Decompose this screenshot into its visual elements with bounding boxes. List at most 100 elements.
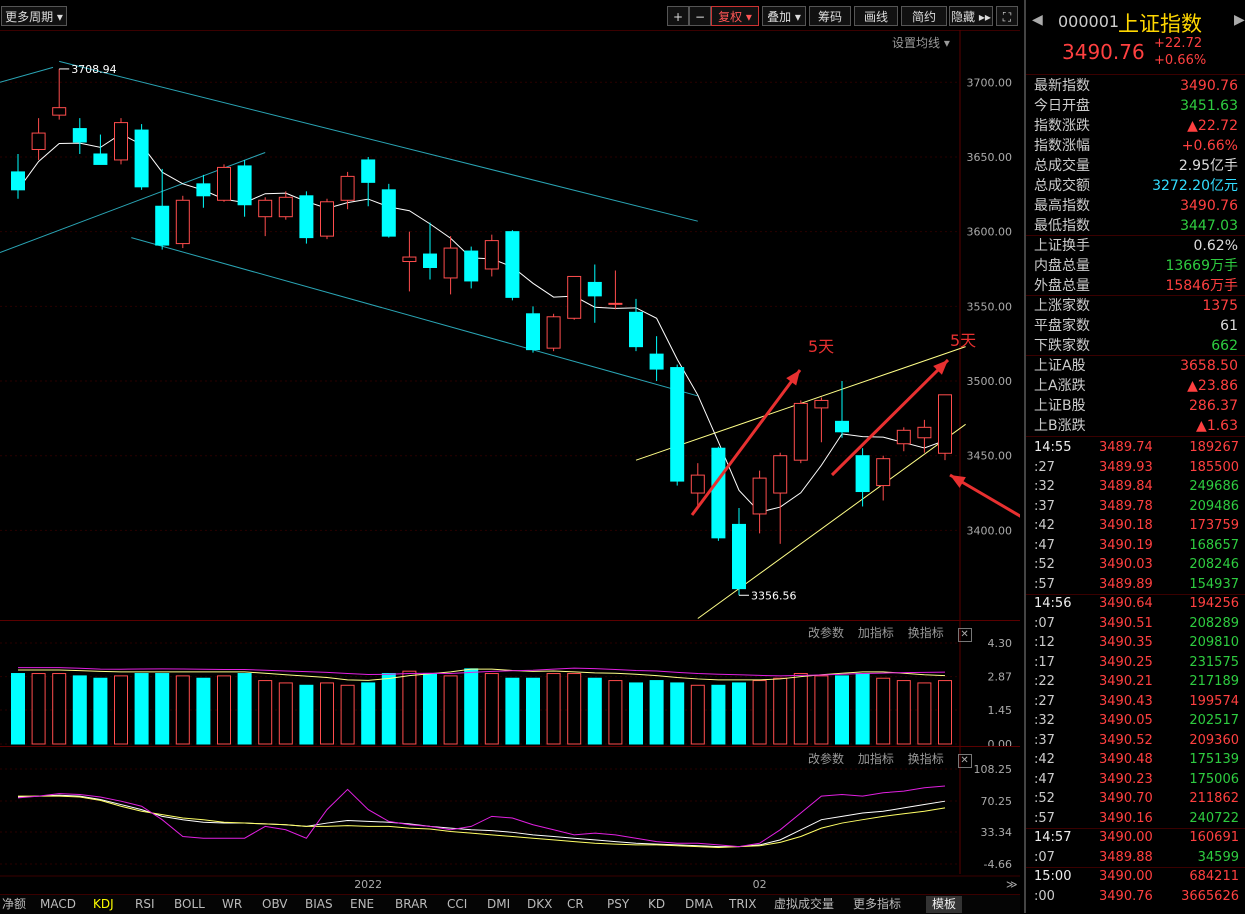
candle-body [711,447,726,539]
simple-button[interactable]: 简约 [901,6,947,26]
tab-trix[interactable]: TRIX [729,897,757,911]
drawline-button[interactable]: 画线 [854,6,898,26]
next-stock-icon[interactable]: ▶ [1234,12,1245,28]
switch-indicator-button[interactable]: 换指标 [907,752,944,766]
tick-price: 3490.64 [1099,596,1153,611]
candle-body [670,367,685,482]
volume-bar [732,682,746,745]
x-tick-label: 2022 [354,878,382,891]
tick-volume: 208246 [1189,557,1239,572]
tick-volume: 231575 [1189,654,1239,670]
stat-row: 最低指数 3447.03 [1034,216,1238,236]
stat-row: 平盘家数 61 [1034,316,1238,336]
candle-body [278,196,293,218]
tab-kd[interactable]: KD [648,897,666,911]
candle-body [93,153,108,165]
tick-price: 3490.51 [1099,615,1153,631]
volume-bar [402,670,417,745]
stat-row: 上B涨跌 ▲1.63 [1034,416,1238,436]
tab-item[interactable]: 更多指标 [853,897,902,911]
stat-row: 上证B股 286.37 [1034,396,1238,416]
tab-brar[interactable]: BRAR [395,897,428,911]
volume-bar [793,673,808,745]
stock-name: 上证指数 [1118,12,1202,36]
tab-rsi[interactable]: RSI [135,897,155,911]
candle-body [567,275,582,319]
current-price: 3490.76 [1062,40,1145,64]
price-change: +22.72 [1154,36,1203,51]
close-icon[interactable]: ✕ [957,628,972,642]
change-params-button[interactable]: 改参数 [808,626,845,640]
hide-button[interactable]: 隐藏 ▸▸ [949,6,993,26]
candle-body [52,107,67,116]
stat-value: 3451.63 [1180,98,1238,114]
fuquan-dropdown[interactable]: 复权 ▾ [711,6,759,26]
prev-stock-icon[interactable]: ◀ [1032,12,1043,28]
tick-time: 14:56 [1034,596,1072,611]
tick-time: :07 [1034,615,1055,631]
tab-ene[interactable]: ENE [350,897,375,911]
volume-bar [114,675,128,745]
tab-wr[interactable]: WR [222,897,243,911]
zoom-out-button[interactable]: − [689,6,711,26]
candle-body [320,201,334,237]
tab-cci[interactable]: CCI [447,897,468,911]
tab-item[interactable]: 模板 [926,896,963,913]
period-dropdown[interactable]: 更多周期 ▾ [1,6,67,26]
volume-bar [31,673,46,745]
tick-price: 3490.23 [1099,771,1153,787]
tick-volume: 168657 [1189,537,1239,553]
stat-label: 指数涨幅 [1034,138,1090,154]
volume-bar [443,675,458,745]
tab-obv[interactable]: OBV [262,897,288,911]
tick-time: :27 [1034,693,1055,709]
stat-value: 3490.76 [1180,78,1238,94]
chips-button[interactable]: 筹码 [809,6,851,26]
price-tick-label: 3550.00 [967,300,1013,313]
close-icon[interactable]: ✕ [957,754,972,768]
candle-body [484,240,499,270]
tab-item[interactable]: 净额 [2,897,27,911]
price-tick-label: 3400.00 [967,524,1013,537]
candlestick-chart[interactable]: 3700.00 3650.00 3600.00 3550.00 3500.00 3450.… [0,30,1020,620]
volume-bar [299,684,314,745]
stat-label: 最低指数 [1034,218,1090,234]
volume-bar [526,677,540,745]
tick-volume: 209810 [1189,635,1239,650]
tab-macd[interactable]: MACD [40,897,76,911]
tab-dmi[interactable]: DMI [487,897,511,911]
tab-item[interactable]: 虚拟成交量 [774,897,835,911]
tick-row: :42 3490.48 175139 [1034,750,1239,770]
tick-time: 14:55 [1034,440,1072,455]
tick-row: :00 3490.76 3665626 [1034,887,1239,907]
tick-price: 3490.19 [1099,537,1153,553]
switch-indicator-button[interactable]: 换指标 [907,626,944,640]
overlay-dropdown[interactable]: 叠加 ▾ [762,6,806,26]
volume-bar [752,680,767,745]
tab-boll[interactable]: BOLL [174,897,205,911]
tab-kdj[interactable]: KDJ [93,897,114,911]
zoom-in-button[interactable]: + [667,6,689,26]
tick-time: :52 [1034,557,1055,572]
add-indicator-button[interactable]: 加指标 [857,752,894,766]
kdj-tick-label: 108.25 [974,763,1013,776]
candle-body [752,477,767,515]
set-ma-button[interactable]: 设置均线 ▾ [892,36,950,50]
volume-bar [773,677,788,745]
tick-time: :32 [1034,479,1055,494]
tab-dkx[interactable]: DKX [527,897,553,911]
kdj-panel-tools: 改参数 加指标 换指标 ✕ [808,750,972,768]
candle-body [464,250,479,282]
tick-row: :57 3490.16 240722 [1034,809,1239,829]
tab-psy[interactable]: PSY [607,897,630,911]
tab-dma[interactable]: DMA [685,897,713,911]
tick-price: 3489.93 [1099,459,1153,475]
fullscreen-icon[interactable]: ⛶ [996,6,1018,26]
tab-bias[interactable]: BIAS [305,897,333,911]
change-params-button[interactable]: 改参数 [808,752,845,766]
tab-cr[interactable]: CR [567,897,584,911]
add-indicator-button[interactable]: 加指标 [857,626,894,640]
stat-value: 1375 [1202,298,1238,314]
price-tick-label: 3450.00 [967,450,1013,463]
volume-bar [320,682,334,745]
